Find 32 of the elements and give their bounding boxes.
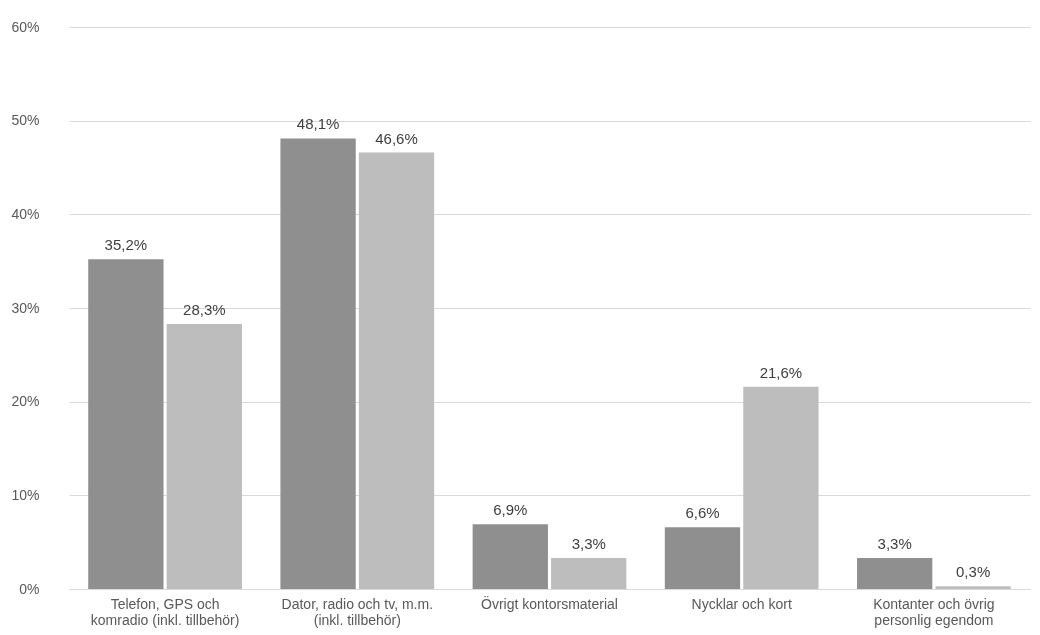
data-label: 6,9% <box>493 501 528 519</box>
y-tick-label: 0% <box>19 580 40 597</box>
data-label: 6,6% <box>685 504 720 522</box>
data-label: 46,6% <box>375 129 418 147</box>
bar <box>935 586 1011 589</box>
y-tick-label: 60% <box>11 18 40 35</box>
data-label: 35,2% <box>104 236 148 254</box>
y-tick-label: 50% <box>11 112 40 129</box>
x-tick-label: Kontanter och övrig personlig egendom <box>873 595 995 628</box>
data-label: 3,3% <box>877 535 912 553</box>
bar <box>472 524 548 589</box>
y-tick-label: 40% <box>11 205 40 222</box>
bar <box>551 558 627 589</box>
bar <box>857 558 933 589</box>
x-tick-label: Telefon, GPS och komradio (inkl. tillbehör) <box>90 595 240 628</box>
y-tick-label: 20% <box>11 393 40 410</box>
bar <box>88 259 164 589</box>
y-tick-label: 10% <box>11 486 40 503</box>
data-label: 3,3% <box>571 535 606 553</box>
x-tick-label: Övrigt kontorsmaterial <box>481 594 618 612</box>
bar <box>280 138 356 589</box>
data-label: 0,3% <box>956 563 991 581</box>
bar <box>664 527 741 589</box>
data-label: 28,3% <box>183 300 226 318</box>
y-tick-label: 30% <box>11 299 40 316</box>
data-label: 48,1% <box>296 115 340 133</box>
bar <box>166 323 242 589</box>
data-label: 21,6% <box>759 363 803 381</box>
bar <box>743 386 819 589</box>
bar <box>358 152 435 589</box>
x-tick-label: Nycklar och kort <box>691 595 792 612</box>
x-tick-label: Dator, radio och tv, m.m. (inkl. tillbehör) <box>281 595 434 628</box>
